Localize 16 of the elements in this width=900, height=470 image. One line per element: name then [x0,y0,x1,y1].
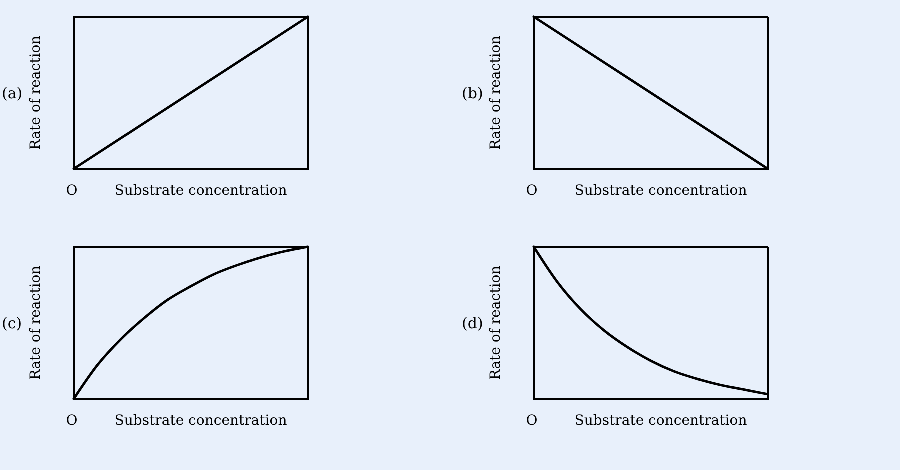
y-axis-title: Rate of reaction [28,36,44,150]
text: O [66,413,78,429]
y-axis-title: Rate of reaction [28,266,44,380]
y-axis-title: Rate of reaction [488,36,504,150]
x-axis-title: Substrate concentration [114,413,288,429]
text: (b) [462,84,484,102]
x-axis-title: Substrate concentration [574,413,748,429]
text: (a) [2,84,23,102]
text: (c) [2,314,22,332]
x-axis-title: Substrate concentration [574,183,748,199]
x-axis-title: Substrate concentration [114,183,288,199]
text: O [526,183,538,199]
text: (d) [462,314,484,332]
text: O [526,413,538,429]
text: O [66,183,78,199]
y-axis-title: Rate of reaction [488,266,504,380]
